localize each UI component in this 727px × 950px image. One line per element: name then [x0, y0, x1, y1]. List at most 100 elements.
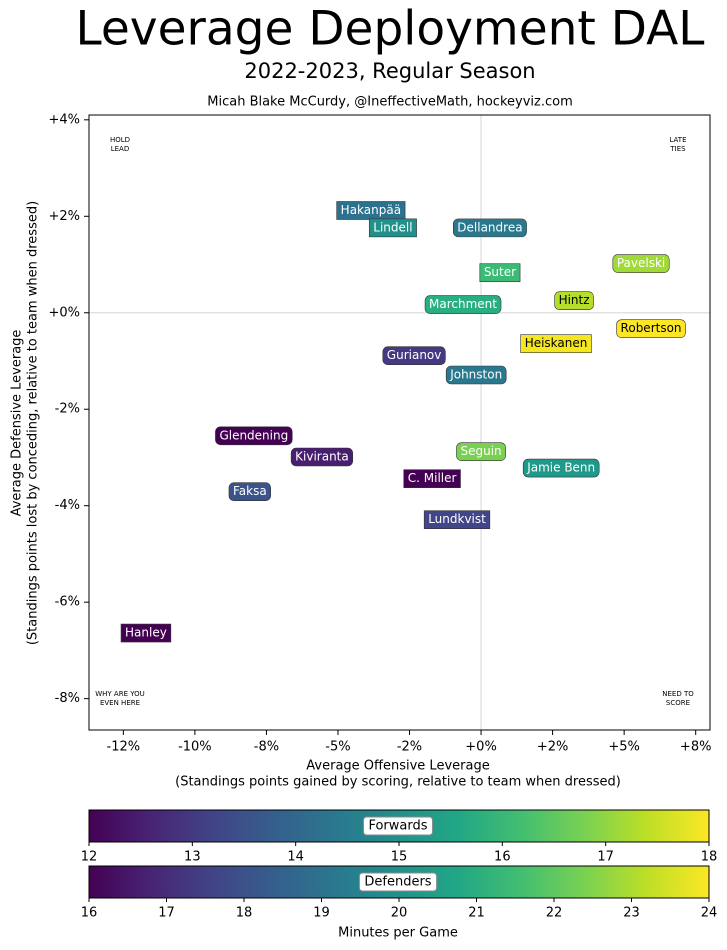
point: Marchment — [424, 295, 502, 314]
chart-subtitle: 2022-2023, Regular Season — [244, 59, 535, 83]
colorbar-tick-label: 15 — [391, 850, 408, 865]
label-box — [554, 291, 594, 311]
point-label: Hintz — [559, 293, 590, 307]
label-box — [215, 426, 293, 446]
point-label: Glendening — [219, 428, 288, 442]
point: Heiskanen — [520, 334, 592, 353]
point: Hintz — [554, 291, 594, 311]
label-box — [616, 319, 686, 338]
point: Lundkvist — [423, 510, 491, 529]
point-label: Johnston — [449, 367, 502, 381]
point-label: Dellandrea — [457, 220, 522, 234]
colorbar-tick-label: 16 — [494, 850, 511, 865]
label-box — [403, 469, 461, 488]
label-box — [424, 295, 502, 314]
point-label: Hakanpää — [341, 203, 401, 217]
point-label: Robertson — [621, 321, 682, 335]
x-tick-label: -12% — [107, 740, 141, 755]
y-tick-label: -2% — [55, 402, 80, 417]
label-box — [479, 263, 521, 283]
chart-title: Leverage Deployment DAL — [76, 2, 705, 57]
y-tick-label: -6% — [55, 595, 80, 610]
point-label: Suter — [484, 265, 516, 279]
point: Faksa — [228, 482, 271, 502]
colorbar-tick-label: 17 — [158, 906, 175, 921]
label-box — [120, 623, 172, 643]
colorbar-tick-label: 23 — [623, 906, 640, 921]
y-axis-label: (Standings points lost by conceding, rel… — [26, 201, 41, 645]
colorbar-tick-label: 22 — [546, 906, 563, 921]
point: Suter — [479, 263, 521, 283]
point: Kiviranta — [290, 447, 354, 467]
colorbar-tick-label: 20 — [391, 906, 408, 921]
colorbar-title-box — [358, 872, 438, 892]
label-box — [452, 218, 527, 238]
point: Lindell — [368, 218, 417, 238]
x-axis-label: Average Offensive Leverage — [306, 759, 489, 774]
point: Dellandrea — [452, 218, 527, 238]
point: Robertson — [616, 319, 686, 338]
colorbar-tick-label: 16 — [81, 906, 98, 921]
colorbar-tick-label: 17 — [597, 850, 614, 865]
y-axis-label: Average Defensive Leverage — [10, 330, 25, 517]
point-label: Heiskanen — [525, 336, 588, 350]
y-tick-label: +2% — [48, 209, 80, 224]
colorbar-tick-label: 12 — [81, 850, 98, 865]
label-box — [290, 447, 354, 467]
colorbar-tick-label: 18 — [701, 850, 718, 865]
point: Seguin — [456, 442, 506, 461]
y-tick-label: +4% — [48, 112, 80, 127]
x-tick-label: +8% — [680, 740, 712, 755]
point-label: Marchment — [429, 297, 497, 311]
point-label: Faksa — [233, 484, 267, 498]
annotation: NEED TO — [662, 690, 694, 698]
y-tick-label: -8% — [55, 691, 80, 706]
point: Gurianov — [382, 346, 446, 365]
point-label: Seguin — [460, 444, 501, 458]
point-label: C. Miller — [408, 471, 457, 485]
label-box — [456, 442, 506, 461]
point-label: Gurianov — [387, 348, 442, 362]
label-box — [228, 482, 271, 502]
point: Hakanpää — [336, 201, 406, 220]
colorbar-title-box — [362, 816, 434, 836]
x-axis-label: (Standings points gained by scoring, rel… — [175, 775, 621, 790]
point: Pavelski — [612, 254, 670, 273]
label-box — [522, 458, 600, 478]
point: Johnston — [445, 365, 507, 385]
point-label: Jamie Benn — [526, 461, 595, 475]
colorbar-tick-label: 21 — [468, 906, 485, 921]
colorbar-tick-label: 24 — [701, 906, 718, 921]
annotation: EVEN HERE — [100, 699, 140, 707]
annotation: SCORE — [666, 699, 690, 707]
point-label: Kiviranta — [295, 449, 349, 463]
point: Jamie Benn — [522, 458, 600, 478]
colorbar-tick-label: 18 — [236, 906, 253, 921]
x-tick-label: +2% — [537, 740, 569, 755]
annotation: LATE — [669, 136, 686, 144]
plot-frame — [88, 114, 711, 731]
label-box — [445, 365, 507, 385]
point: Hanley — [120, 623, 172, 643]
colorbar-label: Minutes per Game — [338, 926, 458, 941]
colorbar-title: Forwards — [362, 816, 434, 836]
x-tick-label: -8% — [254, 740, 279, 755]
byline: Micah Blake McCurdy, @IneffectiveMath, h… — [207, 95, 573, 110]
x-tick-label: -5% — [325, 740, 350, 755]
point: Glendening — [215, 426, 293, 446]
point-label: Pavelski — [617, 256, 665, 270]
point-label: Lundkvist — [428, 512, 486, 526]
x-tick-label: +5% — [608, 740, 640, 755]
annotation: WHY ARE YOU — [95, 690, 145, 698]
point-label: Hanley — [125, 626, 167, 640]
label-box — [520, 334, 592, 353]
colorbar-tick-label: 13 — [184, 850, 201, 865]
point-label: Lindell — [373, 220, 412, 234]
label-box — [368, 218, 417, 238]
annotation: HOLD — [110, 136, 130, 144]
x-tick-label: -2% — [397, 740, 422, 755]
label-box — [423, 510, 491, 529]
colorbar-tick-label: 19 — [313, 906, 330, 921]
point: C. Miller — [403, 469, 461, 488]
